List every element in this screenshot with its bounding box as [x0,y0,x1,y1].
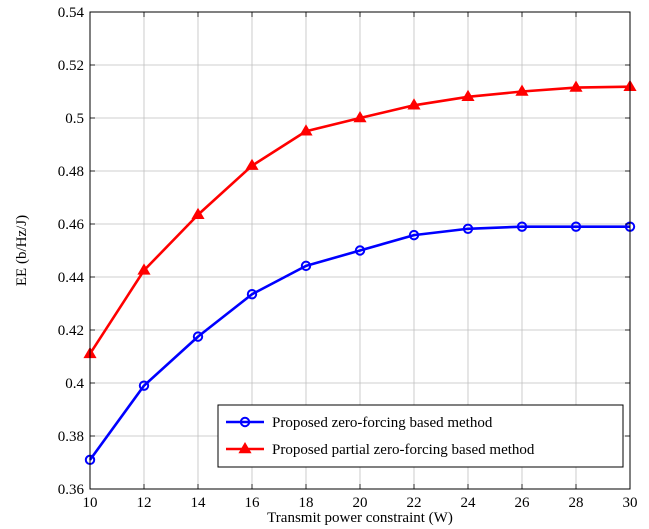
legend-marker [239,416,251,428]
data-point [516,221,528,232]
x-tick-label: 18 [299,495,314,511]
data-point [569,80,583,92]
data-point [138,380,150,391]
x-tick-label: 24 [461,495,477,511]
y-tick-label: 0.44 [58,270,85,286]
y-tick-label: 0.54 [58,5,85,21]
y-tick-label: 0.48 [58,164,84,180]
x-tick-label: 20 [353,495,368,511]
data-point [570,221,582,232]
legend-entry: Proposed partial zero-forcing based meth… [226,442,535,458]
y-tick-label: 0.4 [65,376,84,392]
data-point [515,84,529,96]
x-tick-label: 12 [137,495,152,511]
data-point [137,263,151,275]
legend-label: Proposed partial zero-forcing based meth… [272,442,535,458]
data-point [246,289,258,300]
data-point [408,229,420,241]
ticks [89,11,631,490]
data-point [192,331,204,342]
x-tick-label: 26 [515,495,531,511]
x-tick-label: 28 [569,495,584,511]
data-point [245,158,259,170]
x-tick-label: 10 [83,495,98,511]
y-tick-label: 0.52 [58,58,84,74]
data-point [299,124,313,136]
data-point [353,111,367,123]
legend-entry: Proposed zero-forcing based method [226,415,493,431]
data-point [461,89,475,102]
data-point [354,245,366,256]
y-tick-label: 0.36 [58,482,85,498]
y-tick-label: 0.38 [58,429,84,445]
y-axis-label: EE (b/Hz/J) [14,215,30,286]
data-point [300,260,312,272]
data-point [462,223,474,234]
x-tick-label: 30 [623,495,638,511]
legend-box [217,404,624,468]
x-tick-label: 14 [191,495,207,511]
x-tick-label: 16 [245,495,261,511]
legend-marker [238,442,252,454]
x-axis-label: Transmit power constraint (W) [267,510,453,526]
series-line [88,225,630,461]
legend-label: Proposed zero-forcing based method [272,415,493,431]
data-point [407,98,421,110]
y-tick-label: 0.46 [58,217,85,233]
legend: Proposed zero-forcing based method Propos… [217,404,624,468]
x-tick-label: 22 [407,495,422,511]
data-point [191,207,205,219]
tick-labels: 10 12 14 16 18 20 22 24 26 28 30 0.36 0.38 0.4 0.42 0.4… [58,5,638,511]
y-tick-label: 0.42 [58,323,84,339]
y-tick-label: 0.5 [65,111,84,127]
